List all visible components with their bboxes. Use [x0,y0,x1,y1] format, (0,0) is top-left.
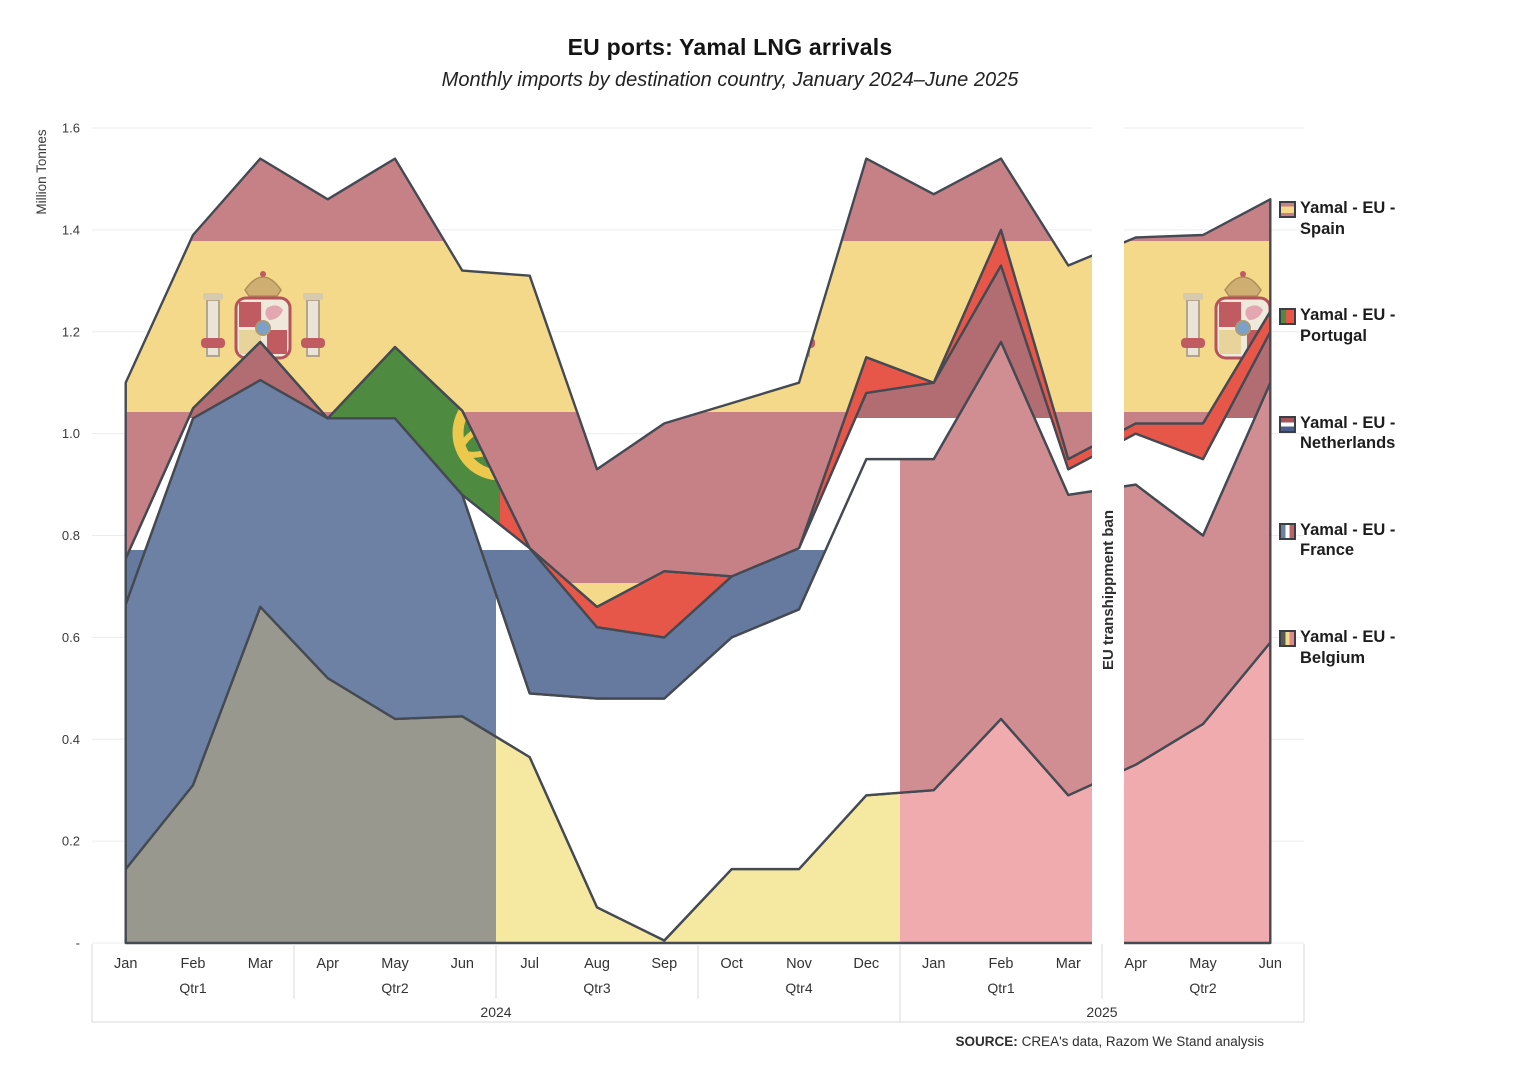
quarter-label: Qtr2 [381,980,408,996]
legend-item-label: Yamal - EU - Belgium [1300,628,1396,667]
source-text: CREA's data, Razom We Stand analysis [1017,1034,1264,1049]
year-label: 2024 [480,1004,511,1020]
y-tick-label: 0.4 [62,732,80,747]
axis-labels: 1.6 1.4 1.2 1.0 0.8 0.6 0.4 0.2 - Jan Feb Mar Apr May… [62,121,1305,1023]
x-tick-label: Nov [786,956,813,972]
y-tick-label: 1.2 [62,324,80,339]
y-axis-title: Million Tonnes [34,129,49,215]
x-tick-label: Jan [922,956,945,972]
legend-item-netherlands: Yamal - EU - Netherlands [1279,413,1429,454]
x-tick-label: Dec [853,956,879,972]
y-tick-label: 1.6 [62,121,80,136]
legend-item-spain: Yamal - EU - Spain [1279,198,1429,239]
x-tick-label: Apr [1124,956,1147,972]
legend-swatch-flag-icon [1279,522,1296,540]
y-tick-label: 0.6 [62,630,80,645]
legend-swatch-flag-icon [1279,630,1296,647]
legend-item-label: Yamal - EU - Portugal [1300,306,1396,345]
page-title: EU ports: Yamal LNG arrivals [567,34,893,60]
legend-item-belgium: Yamal - EU - Belgium [1279,627,1429,668]
x-tick-label: Mar [1056,956,1081,972]
quarter-label: Qtr4 [785,980,812,996]
quarter-label: Qtr2 [1189,980,1216,996]
page-subtitle: Monthly imports by destination country, … [441,69,1019,91]
chart-header: EU ports: Yamal LNG arrivals Monthly imp… [0,0,1460,92]
legend-swatch-flag-icon [1279,308,1296,326]
legend: Yamal - EU - Spain Yamal - EU - Portugal… [1279,198,1429,734]
y-tick-label: 0.8 [62,528,80,543]
source-prefix: SOURCE: [955,1034,1018,1049]
x-tick-label: Mar [248,956,273,972]
x-tick-label: Jan [114,956,137,972]
x-tick-label: Aug [584,956,610,972]
x-tick-label: Oct [720,956,743,972]
legend-item-label: Yamal - EU - Spain [1300,199,1396,238]
source-note: SOURCE: CREA's data, Razom We Stand anal… [956,1034,1264,1049]
legend-item-label: Yamal - EU - France [1300,520,1396,560]
legend-item-label: Yamal - EU - Netherlands [1300,413,1396,453]
year-label: 2025 [1086,1004,1117,1020]
legend-swatch-flag-icon [1279,415,1296,433]
ban-annotation-label: EU transhippment ban [1100,510,1117,670]
x-tick-label: Feb [181,956,206,972]
transhipment-ban-band: EU transhippment ban [1092,121,1124,947]
y-tick-label: 1.4 [62,222,80,237]
x-tick-label: May [1189,956,1217,972]
x-tick-label: Jul [520,956,539,972]
x-tick-label: Feb [989,956,1014,972]
x-tick-label: Jun [1259,956,1282,972]
area-spain [124,157,1272,608]
x-tick-label: Sep [651,956,677,972]
legend-item-france: Yamal - EU - France [1279,520,1429,561]
y-tick-label: 0.2 [62,834,80,849]
y-tick-label: - [76,936,80,951]
legend-swatch-flag-icon [1279,201,1296,218]
quarter-label: Qtr1 [987,980,1014,996]
x-tick-label: May [381,956,409,972]
y-tick-label: 1.0 [62,426,80,441]
legend-item-portugal: Yamal - EU - Portugal [1279,305,1429,346]
x-tick-label: Jun [451,956,474,972]
quarter-label: Qtr1 [179,980,206,996]
x-tick-label: Apr [316,956,339,972]
area-series [124,157,1272,945]
quarter-label: Qtr3 [583,980,610,996]
